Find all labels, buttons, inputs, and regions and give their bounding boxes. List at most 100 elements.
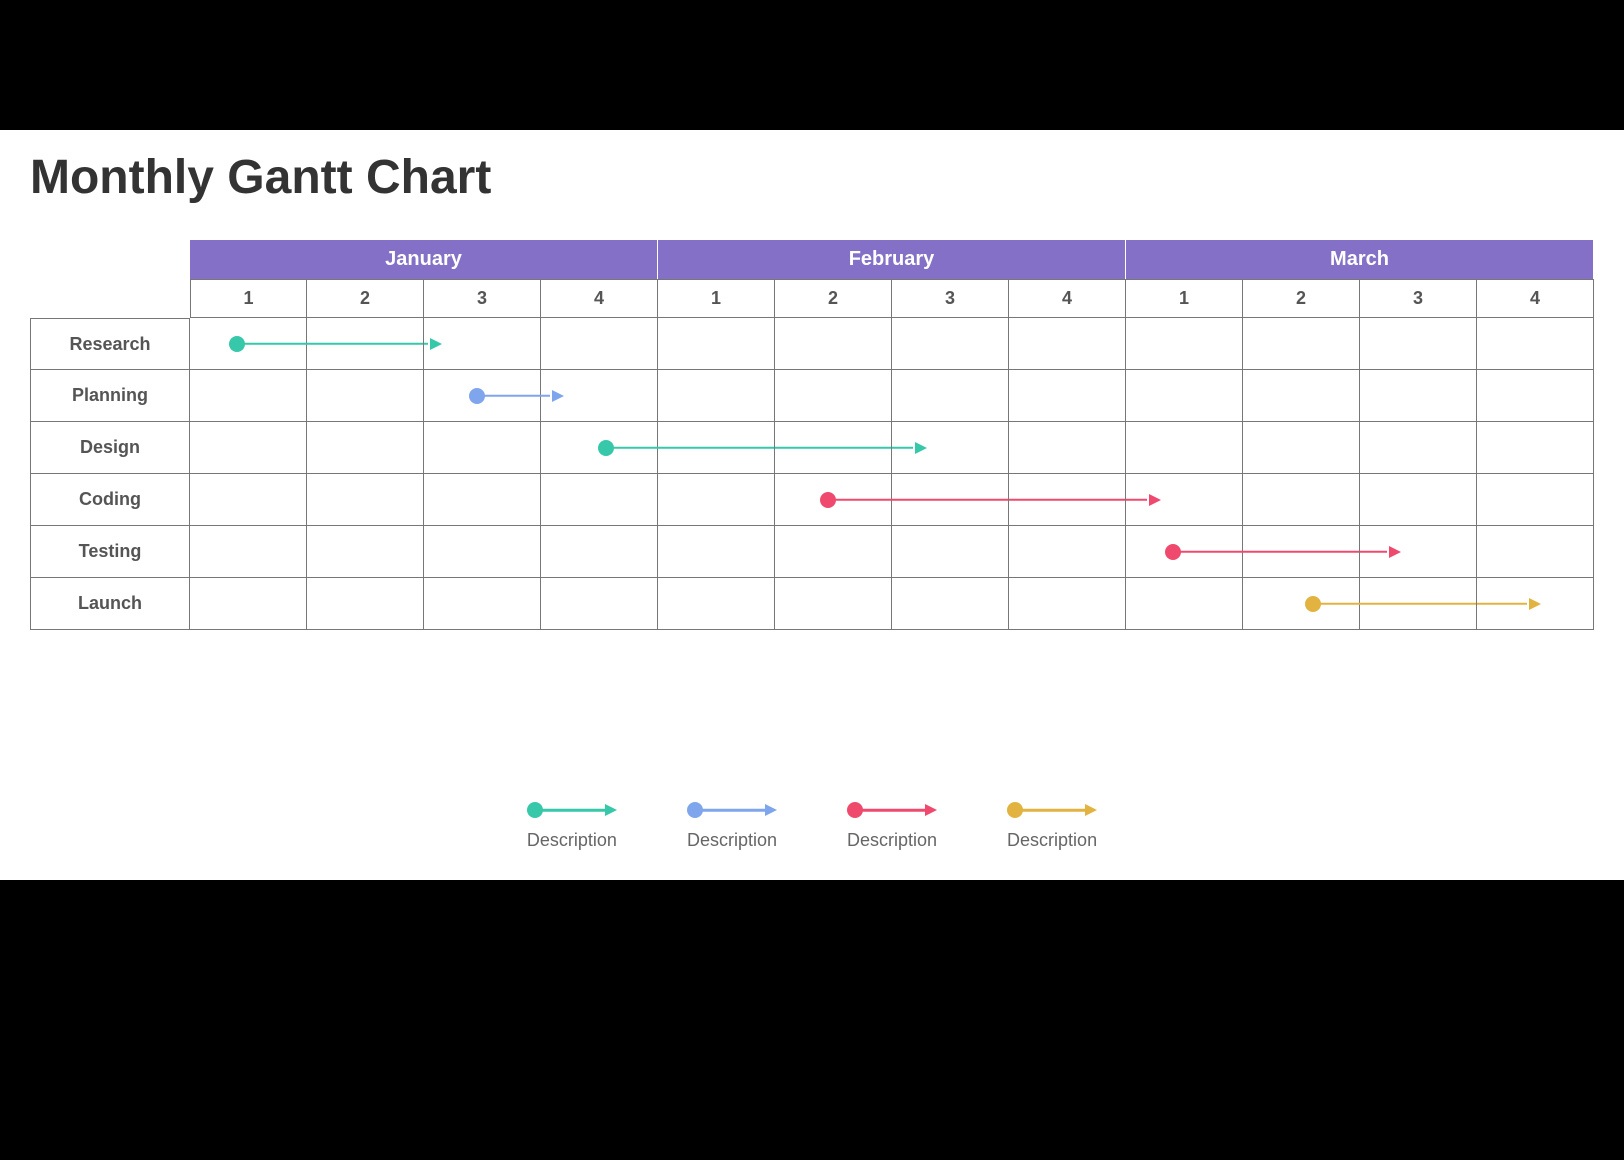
legend: Description Description Description Descrip… (30, 800, 1594, 851)
gantt-chart: JanuaryFebruaryMarch123412341234Research… (30, 240, 1594, 630)
task-cell (1243, 578, 1360, 630)
task-cell (775, 578, 892, 630)
week-header: 1 (190, 279, 307, 318)
week-header: 3 (1360, 279, 1477, 318)
arrow-head-icon (925, 804, 937, 816)
task-cell (541, 474, 658, 526)
task-cell (892, 422, 1009, 474)
task-cell (1243, 370, 1360, 422)
legend-item: Description (1007, 800, 1097, 851)
task-label: Launch (30, 578, 190, 630)
task-cell (658, 318, 775, 370)
task-cell (190, 318, 307, 370)
legend-arrow-icon (527, 800, 617, 820)
task-cell (190, 526, 307, 578)
week-header: 3 (892, 279, 1009, 318)
week-header: 4 (1477, 279, 1594, 318)
task-cell (1009, 474, 1126, 526)
legend-label: Description (1007, 830, 1097, 851)
task-cell (541, 422, 658, 474)
arrow-line (701, 809, 765, 812)
task-cell (307, 526, 424, 578)
task-cell (1360, 422, 1477, 474)
task-cell (775, 474, 892, 526)
task-cell (658, 526, 775, 578)
task-cell (1360, 578, 1477, 630)
task-label: Research (30, 318, 190, 370)
week-header: 1 (1126, 279, 1243, 318)
task-cell (424, 422, 541, 474)
task-cell (424, 526, 541, 578)
week-header: 4 (541, 279, 658, 318)
month-header: January (190, 240, 658, 279)
task-cell (892, 526, 1009, 578)
week-header: 4 (1009, 279, 1126, 318)
month-header: March (1126, 240, 1594, 279)
task-cell (307, 370, 424, 422)
task-cell (307, 474, 424, 526)
task-cell (775, 422, 892, 474)
task-label: Design (30, 422, 190, 474)
task-cell (541, 578, 658, 630)
task-cell (541, 526, 658, 578)
task-cell (424, 370, 541, 422)
task-cell (1477, 370, 1594, 422)
task-cell (775, 370, 892, 422)
task-cell (190, 578, 307, 630)
task-cell (1126, 422, 1243, 474)
week-header: 2 (1243, 279, 1360, 318)
task-cell (1126, 318, 1243, 370)
task-label: Testing (30, 526, 190, 578)
task-cell (1126, 474, 1243, 526)
task-cell (1360, 474, 1477, 526)
legend-arrow-icon (847, 800, 937, 820)
task-cell (424, 474, 541, 526)
task-cell (892, 474, 1009, 526)
task-cell (658, 474, 775, 526)
task-cell (541, 318, 658, 370)
arrow-line (1021, 809, 1085, 812)
task-cell (1477, 578, 1594, 630)
task-cell (1126, 578, 1243, 630)
arrow-head-icon (605, 804, 617, 816)
task-cell (307, 422, 424, 474)
task-cell (658, 578, 775, 630)
task-cell (1243, 526, 1360, 578)
task-cell (1360, 526, 1477, 578)
task-label: Coding (30, 474, 190, 526)
task-cell (1126, 370, 1243, 422)
task-cell (1009, 318, 1126, 370)
header-blank (30, 240, 190, 279)
arrow-head-icon (765, 804, 777, 816)
task-cell (775, 526, 892, 578)
task-cell (190, 422, 307, 474)
gantt-grid: JanuaryFebruaryMarch123412341234Research… (30, 240, 1594, 630)
task-cell (190, 474, 307, 526)
task-cell (1009, 578, 1126, 630)
legend-arrow-icon (687, 800, 777, 820)
task-cell (658, 370, 775, 422)
task-cell (1009, 370, 1126, 422)
week-header: 3 (424, 279, 541, 318)
legend-label: Description (527, 830, 617, 851)
task-cell (1477, 474, 1594, 526)
chart-canvas: Monthly Gantt Chart JanuaryFebruaryMarch… (0, 130, 1624, 880)
task-cell (892, 370, 1009, 422)
legend-arrow-icon (1007, 800, 1097, 820)
legend-label: Description (847, 830, 937, 851)
task-cell (1477, 318, 1594, 370)
task-cell (892, 578, 1009, 630)
month-header: February (658, 240, 1126, 279)
task-cell (307, 318, 424, 370)
task-cell (892, 318, 1009, 370)
arrow-line (541, 809, 605, 812)
week-header: 2 (775, 279, 892, 318)
legend-label: Description (687, 830, 777, 851)
legend-item: Description (847, 800, 937, 851)
legend-item: Description (687, 800, 777, 851)
week-header-blank (30, 279, 190, 318)
task-cell (190, 370, 307, 422)
task-cell (775, 318, 892, 370)
arrow-line (861, 809, 925, 812)
week-header: 1 (658, 279, 775, 318)
